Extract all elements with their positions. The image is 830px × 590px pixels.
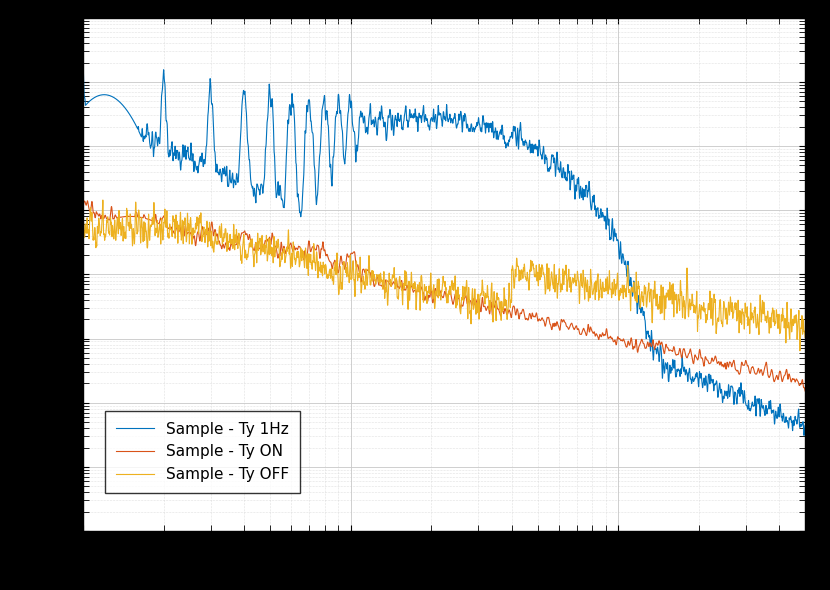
Sample - Ty ON — [121, 213, 131, 220]
Sample - Ty 1Hz — [81, 101, 91, 108]
Sample - Ty OFF — [800, 334, 810, 341]
Line: Sample - Ty ON: Sample - Ty ON — [83, 201, 805, 391]
Sample - Ty OFF — [98, 196, 108, 204]
Sample - Ty 1Hz — [220, 163, 230, 171]
Sample - Ty 1Hz — [431, 116, 441, 123]
Sample - Ty OFF — [220, 234, 230, 241]
Sample - Ty ON — [82, 197, 92, 204]
Line: Sample - Ty OFF: Sample - Ty OFF — [83, 200, 805, 350]
Sample - Ty 1Hz — [108, 93, 118, 100]
Legend: Sample - Ty 1Hz, Sample - Ty ON, Sample - Ty OFF: Sample - Ty 1Hz, Sample - Ty ON, Sample … — [105, 411, 300, 493]
Sample - Ty ON — [108, 215, 118, 222]
Sample - Ty 1Hz — [78, 62, 88, 69]
Sample - Ty OFF — [78, 207, 88, 214]
Sample - Ty ON — [431, 288, 441, 295]
Sample - Ty 1Hz — [121, 106, 131, 113]
Sample - Ty OFF — [762, 317, 772, 324]
Sample - Ty ON — [800, 388, 810, 395]
Sample - Ty OFF — [121, 215, 131, 222]
Sample - Ty ON — [81, 202, 91, 209]
Sample - Ty 1Hz — [762, 410, 772, 417]
Sample - Ty ON — [762, 362, 772, 369]
Sample - Ty OFF — [431, 289, 441, 296]
Sample - Ty OFF — [81, 230, 91, 237]
Sample - Ty OFF — [795, 347, 805, 354]
Sample - Ty OFF — [108, 227, 118, 234]
Sample - Ty ON — [78, 203, 88, 210]
Sample - Ty ON — [220, 244, 230, 251]
Sample - Ty 1Hz — [799, 432, 809, 439]
Sample - Ty 1Hz — [800, 422, 810, 429]
Line: Sample - Ty 1Hz: Sample - Ty 1Hz — [83, 65, 805, 435]
